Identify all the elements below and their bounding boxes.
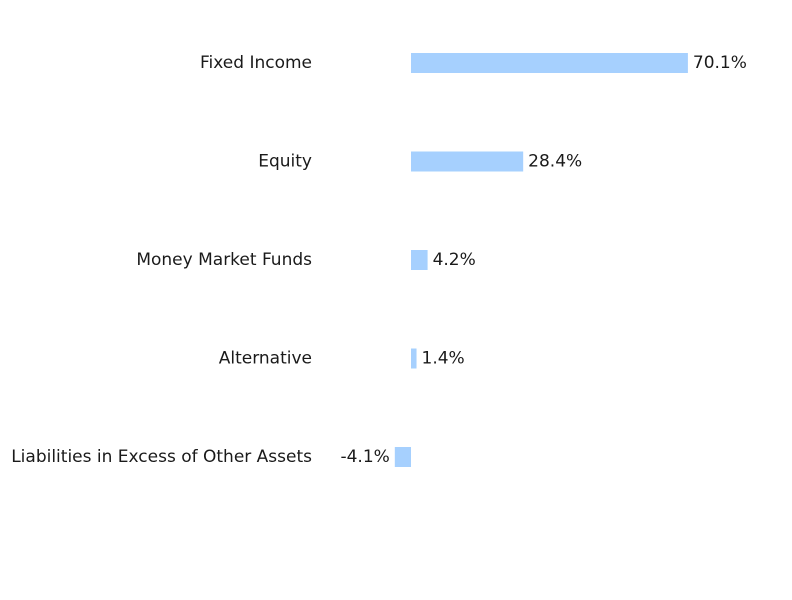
category-labels: Fixed Income Equity Money Market Funds Alte… [11,53,312,467]
value-label-alternative: 1.4% [422,349,465,369]
category-label-equity: Equity [258,152,312,172]
category-label-fixed-income: Fixed Income [200,53,312,73]
bars [394,53,688,467]
bar-equity [411,151,524,172]
bar-fixed-income [411,53,688,73]
value-label-equity: 28.4% [528,152,582,172]
bar-money-market-funds [411,250,428,270]
category-label-alternative: Alternative [219,349,312,369]
value-labels: 70.1% 28.4% 4.2% 1.4% -4.1% [340,53,746,467]
bar-alternative [411,348,417,369]
value-label-liabilities-in-excess-of-other-assets: -4.1% [340,447,389,467]
category-label-liabilities-in-excess-of-other-assets: Liabilities in Excess of Other Assets [11,447,312,467]
bar-liabilities-in-excess-of-other-assets [394,447,411,467]
value-label-money-market-funds: 4.2% [433,250,476,270]
category-label-money-market-funds: Money Market Funds [136,250,312,270]
value-label-fixed-income: 70.1% [693,53,747,73]
